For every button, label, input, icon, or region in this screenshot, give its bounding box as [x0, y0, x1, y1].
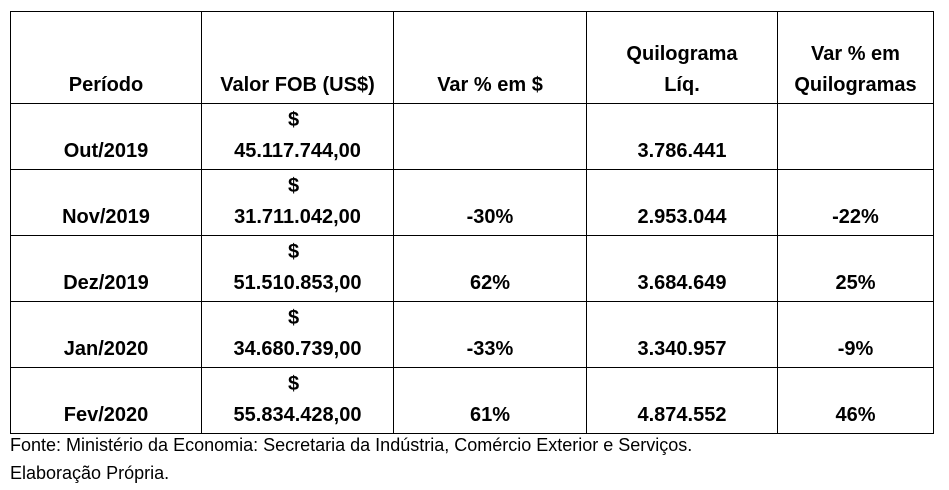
cell-valor: $ 45.117.744,00: [201, 103, 394, 170]
cell-valor: $ 31.711.042,00: [201, 169, 394, 236]
header-valor-fob-text: Valor FOB (US$): [220, 74, 375, 96]
cell-var-kg: 25%: [777, 235, 934, 302]
cell-var-kg: -22%: [777, 169, 934, 236]
valor-amount: 55.834.428,00: [233, 404, 362, 426]
header-valor-fob: Valor FOB (US$): [201, 11, 394, 104]
cell-var-valor: -33%: [393, 301, 587, 368]
cell-var-valor: [393, 103, 587, 170]
export-data-table: Período Valor FOB (US$) Var % em $ Quilo…: [10, 11, 934, 434]
header-var-kg-line2: Quilogramas: [794, 74, 917, 96]
cell-var-kg: 46%: [777, 367, 934, 434]
cell-var-kg: -9%: [777, 301, 934, 368]
valor-amount: 34.680.739,00: [233, 338, 362, 360]
cell-kg: 2.953.044: [586, 169, 778, 236]
cell-periodo: Nov/2019: [10, 169, 202, 236]
header-quilograma-line1: Quilograma: [626, 43, 738, 65]
currency-symbol: $: [287, 307, 300, 329]
cell-periodo: Fev/2020: [10, 367, 202, 434]
cell-valor: $ 51.510.853,00: [201, 235, 394, 302]
table-header-row: Período Valor FOB (US$) Var % em $ Quilo…: [10, 11, 934, 104]
cell-kg: 3.786.441: [586, 103, 778, 170]
valor-amount: 51.510.853,00: [233, 272, 362, 294]
header-periodo: Período: [10, 11, 202, 104]
valor-amount: 31.711.042,00: [234, 206, 361, 228]
header-quilograma-line2: Líq.: [664, 74, 700, 96]
cell-periodo: Jan/2020: [10, 301, 202, 368]
cell-periodo: Dez/2019: [10, 235, 202, 302]
currency-symbol: $: [287, 175, 300, 197]
cell-kg: 4.874.552: [586, 367, 778, 434]
source-note: Fonte: Ministério da Economia: Secretari…: [10, 435, 693, 455]
currency-symbol: $: [287, 373, 300, 395]
table-row: Fev/2020 $ 55.834.428,00 61% 4.874.552 4…: [10, 367, 934, 434]
header-quilograma: Quilograma Líq.: [586, 11, 778, 104]
cell-var-valor: 61%: [393, 367, 587, 434]
header-var-valor: Var % em $: [393, 11, 587, 104]
valor-amount: 45.117.744,00: [234, 140, 361, 162]
header-periodo-text: Período: [68, 74, 144, 96]
cell-kg: 3.684.649: [586, 235, 778, 302]
cell-periodo: Out/2019: [10, 103, 202, 170]
table-footer: Fonte: Ministério da Economia: Secretari…: [10, 431, 940, 487]
authorship-note: Elaboração Própria.: [10, 463, 170, 483]
cell-valor: $ 55.834.428,00: [201, 367, 394, 434]
currency-symbol: $: [287, 241, 300, 263]
table-row: Nov/2019 $ 31.711.042,00 -30% 2.953.044 …: [10, 169, 934, 236]
cell-var-valor: 62%: [393, 235, 587, 302]
header-var-valor-text: Var % em $: [437, 74, 543, 96]
cell-valor: $ 34.680.739,00: [201, 301, 394, 368]
table-row: Out/2019 $ 45.117.744,00 3.786.441: [10, 103, 934, 170]
header-var-kg-line1: Var % em: [811, 43, 900, 65]
header-var-kg: Var % em Quilogramas: [777, 11, 934, 104]
cell-var-valor: -30%: [393, 169, 587, 236]
cell-kg: 3.340.957: [586, 301, 778, 368]
currency-symbol: $: [287, 109, 300, 131]
table-row: Jan/2020 $ 34.680.739,00 -33% 3.340.957 …: [10, 301, 934, 368]
cell-var-kg: [777, 103, 934, 170]
table-row: Dez/2019 $ 51.510.853,00 62% 3.684.649 2…: [10, 235, 934, 302]
